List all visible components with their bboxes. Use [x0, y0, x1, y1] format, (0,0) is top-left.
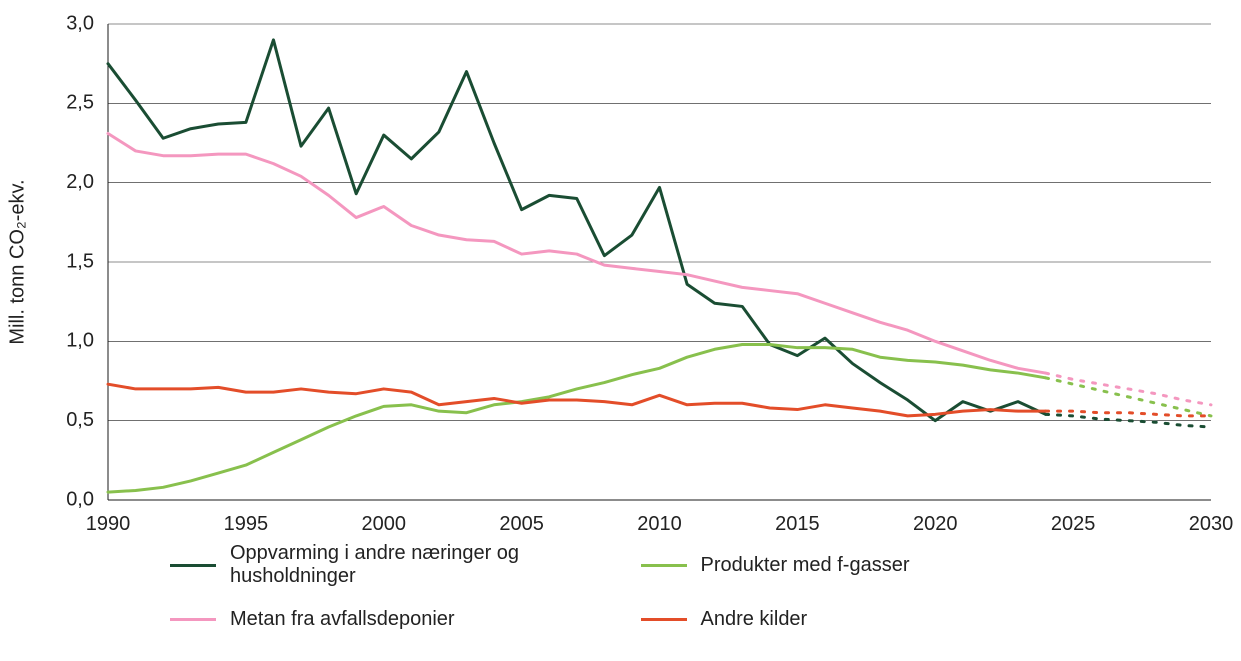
- series-fgases: [108, 345, 1046, 493]
- y-tick-label: 0,0: [66, 488, 94, 510]
- y-tick-label: 3,0: [66, 12, 94, 34]
- legend-swatch: [170, 618, 216, 621]
- legend-label: Andre kilder: [701, 608, 808, 631]
- legend-item-methane: Metan fra avfallsdeponier: [170, 608, 601, 631]
- x-tick-label: 1995: [224, 513, 269, 535]
- y-tick-label: 1,0: [66, 330, 94, 352]
- legend-label: Metan fra avfallsdeponier: [230, 608, 455, 631]
- x-tick-label: 2025: [1051, 513, 1096, 535]
- series-methane: [108, 133, 1046, 373]
- legend-item-heating: Oppvarming i andre næringer og husholdni…: [170, 542, 601, 588]
- line-chart: 0,0 0,5 1,0 1,5 2,0 2,5 3,0 1990 1995 2000 2005 201…: [0, 0, 1241, 661]
- legend-item-fgases: Produkter med f-gasser: [641, 542, 1072, 588]
- x-tick-label: 2030: [1189, 513, 1234, 535]
- chart-legend: Oppvarming i andre næringer og husholdni…: [0, 534, 1241, 661]
- x-tick-label: 2015: [775, 513, 820, 535]
- y-tick-label: 2,0: [66, 171, 94, 193]
- legend-swatch: [170, 564, 216, 567]
- series-methane-projection: [1046, 373, 1211, 405]
- x-tick-label: 2005: [499, 513, 544, 535]
- y-tick-label: 0,5: [66, 409, 94, 431]
- x-tick-label: 2010: [637, 513, 682, 535]
- series-heating: [108, 40, 1046, 421]
- y-axis-label: Mill. tonn CO₂-ekv.: [7, 179, 30, 344]
- legend-swatch: [641, 564, 687, 567]
- legend-label: Produkter med f-gasser: [701, 554, 910, 577]
- x-tick-label: 2000: [362, 513, 407, 535]
- x-tick-label: 2020: [913, 513, 958, 535]
- legend-label: Oppvarming i andre næringer og husholdni…: [230, 542, 601, 588]
- legend-swatch: [641, 618, 687, 621]
- legend-item-other: Andre kilder: [641, 608, 1072, 631]
- x-tick-label: 1990: [86, 513, 131, 535]
- y-tick-label: 1,5: [66, 250, 94, 272]
- y-tick-label: 2,5: [66, 92, 94, 114]
